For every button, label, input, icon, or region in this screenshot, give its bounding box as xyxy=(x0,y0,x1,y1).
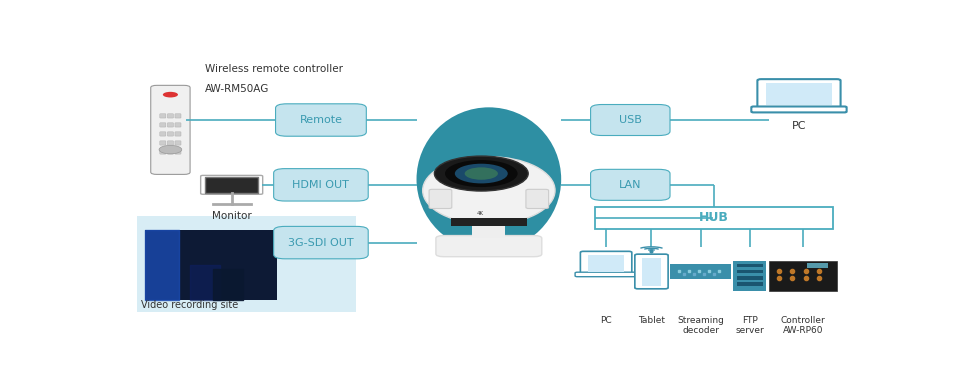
FancyBboxPatch shape xyxy=(168,132,174,136)
FancyBboxPatch shape xyxy=(581,251,631,275)
FancyBboxPatch shape xyxy=(175,123,181,127)
Text: 4K: 4K xyxy=(476,210,483,216)
Text: Video recording site: Video recording site xyxy=(141,300,238,310)
FancyBboxPatch shape xyxy=(160,141,166,145)
Ellipse shape xyxy=(423,157,555,224)
FancyBboxPatch shape xyxy=(137,216,356,312)
FancyBboxPatch shape xyxy=(429,189,452,209)
Circle shape xyxy=(445,160,517,187)
Text: PC: PC xyxy=(600,316,612,325)
Text: HDMI OUT: HDMI OUT xyxy=(293,180,349,190)
Text: Tablet: Tablet xyxy=(638,316,665,325)
FancyBboxPatch shape xyxy=(634,254,669,289)
FancyBboxPatch shape xyxy=(806,263,828,268)
Text: AW-UE80: AW-UE80 xyxy=(450,273,528,288)
Text: HUB: HUB xyxy=(699,212,729,224)
FancyBboxPatch shape xyxy=(766,83,833,105)
FancyBboxPatch shape xyxy=(160,150,166,154)
FancyBboxPatch shape xyxy=(436,236,542,257)
Text: Remote: Remote xyxy=(300,115,343,125)
FancyBboxPatch shape xyxy=(590,105,670,135)
FancyBboxPatch shape xyxy=(472,225,506,238)
FancyBboxPatch shape xyxy=(769,261,836,291)
FancyBboxPatch shape xyxy=(160,123,166,127)
FancyBboxPatch shape xyxy=(590,169,670,200)
FancyBboxPatch shape xyxy=(575,272,637,277)
FancyBboxPatch shape xyxy=(175,141,181,145)
FancyBboxPatch shape xyxy=(737,270,762,273)
FancyBboxPatch shape xyxy=(175,150,181,154)
FancyBboxPatch shape xyxy=(150,85,190,175)
Ellipse shape xyxy=(417,107,561,251)
FancyBboxPatch shape xyxy=(168,114,174,118)
Text: USB: USB xyxy=(619,115,642,125)
FancyBboxPatch shape xyxy=(175,114,181,118)
FancyBboxPatch shape xyxy=(160,132,166,136)
FancyBboxPatch shape xyxy=(273,169,368,201)
Text: Monitor: Monitor xyxy=(212,211,252,221)
FancyBboxPatch shape xyxy=(737,264,762,267)
FancyBboxPatch shape xyxy=(757,79,840,109)
FancyBboxPatch shape xyxy=(733,261,766,291)
FancyBboxPatch shape xyxy=(737,282,762,286)
FancyBboxPatch shape xyxy=(168,123,174,127)
FancyBboxPatch shape xyxy=(275,104,366,136)
Text: 3G-SDI OUT: 3G-SDI OUT xyxy=(288,238,353,248)
FancyBboxPatch shape xyxy=(588,255,625,272)
FancyBboxPatch shape xyxy=(168,150,174,154)
FancyBboxPatch shape xyxy=(526,189,549,209)
FancyBboxPatch shape xyxy=(737,276,762,280)
FancyBboxPatch shape xyxy=(273,227,368,259)
Circle shape xyxy=(455,164,508,183)
Text: LAN: LAN xyxy=(619,180,641,190)
FancyBboxPatch shape xyxy=(168,141,174,145)
FancyBboxPatch shape xyxy=(451,218,527,226)
Text: PC: PC xyxy=(792,122,806,131)
FancyBboxPatch shape xyxy=(594,208,834,228)
FancyBboxPatch shape xyxy=(205,177,258,193)
FancyBboxPatch shape xyxy=(144,230,277,300)
FancyBboxPatch shape xyxy=(752,107,846,112)
Text: FTP
server: FTP server xyxy=(736,316,764,335)
Text: Controller
AW-RP60: Controller AW-RP60 xyxy=(781,316,825,335)
Text: Streaming
decoder: Streaming decoder xyxy=(677,316,724,335)
FancyBboxPatch shape xyxy=(175,132,181,136)
Circle shape xyxy=(465,167,498,180)
FancyBboxPatch shape xyxy=(641,258,662,286)
Text: Wireless remote controller: Wireless remote controller xyxy=(205,64,344,74)
Text: AW-RM50AG: AW-RM50AG xyxy=(205,84,269,94)
Circle shape xyxy=(159,145,182,154)
FancyBboxPatch shape xyxy=(671,264,731,279)
Circle shape xyxy=(434,156,528,191)
Circle shape xyxy=(163,92,178,97)
FancyBboxPatch shape xyxy=(160,114,166,118)
